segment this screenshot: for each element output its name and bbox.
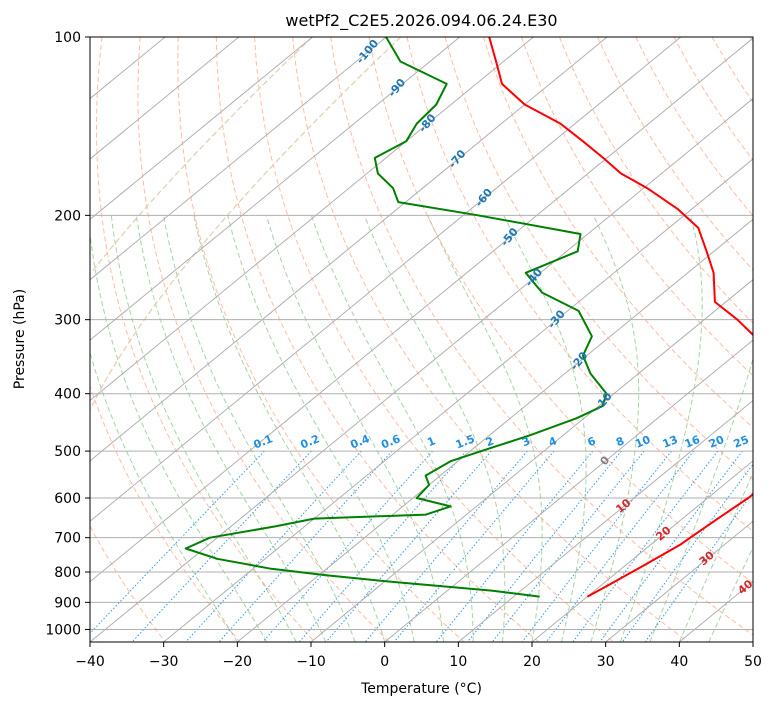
- skewed-isotherm-line: [90, 37, 313, 220]
- y-tick-label: 600: [54, 491, 81, 507]
- plot-frame: [89, 36, 754, 643]
- mixing-ratio-line: [436, 450, 594, 642]
- mixing-ratio-label: 1: [425, 434, 437, 449]
- dry-adiabat-line: [406, 37, 753, 532]
- mixing-ratio-line: [521, 450, 672, 642]
- skewed-isotherm-line: [384, 339, 753, 642]
- skewed-isotherm-line: [90, 37, 608, 462]
- dry-adiabat-line: [215, 37, 540, 642]
- x-tick-label: −30: [149, 654, 179, 670]
- skewed-isotherm-line: [90, 37, 753, 583]
- dry-adiabat-line: [444, 37, 753, 481]
- moist-adiabat-line: [427, 215, 543, 642]
- mixing-ratio-line: [325, 450, 492, 642]
- moist-adiabat-line: [619, 215, 703, 642]
- mixing-ratio-line: [262, 450, 434, 642]
- reference-arc-line: [90, 37, 402, 412]
- temperature-profile-line: [488, 37, 753, 598]
- x-tick-label: −40: [75, 654, 105, 670]
- mixing-ratio-line: [621, 463, 753, 642]
- dry-adiabat-line: [520, 37, 753, 377]
- moist-adiabat-line: [678, 471, 753, 642]
- x-axis-ticks: −40 −30 −20 −10 0 10 20 30 40 50: [75, 642, 762, 670]
- y-axis-label: Pressure (hPa): [12, 289, 28, 389]
- mixing-ratio-line: [185, 450, 362, 642]
- y-tick-label: 100: [54, 30, 81, 46]
- y-tick-label: 400: [54, 387, 81, 403]
- skewed-isotherms: [90, 37, 753, 642]
- skewed-isotherm-line: [90, 37, 534, 402]
- moist-adiabat-line: [90, 230, 268, 642]
- mixing-ratio-label: 13: [661, 433, 680, 451]
- y-tick-label: 500: [54, 444, 81, 460]
- x-tick-label: 20: [523, 654, 541, 670]
- moist-adiabat-line: [265, 215, 445, 642]
- skewed-isotherm-line: [310, 279, 753, 642]
- skewed-isotherm-line: [163, 158, 753, 642]
- pressure-gridlines: [90, 37, 753, 630]
- mixing-ratio-label: 25: [732, 433, 751, 451]
- x-tick-label: 30: [597, 654, 615, 670]
- dry-adiabat-line: [137, 37, 390, 642]
- skewed-isotherm-line: [90, 97, 753, 642]
- mixing-ratio-line: [572, 450, 719, 642]
- dry-adiabat-line: [254, 37, 614, 642]
- moist-adiabat-line: [708, 546, 753, 642]
- mixing-ratio-label: 20: [707, 433, 726, 451]
- x-tick-label: −10: [296, 654, 326, 670]
- plot-area: 0.10.20.40.611.52346810131620253036-100-…: [90, 37, 753, 642]
- mixing-ratio-label: 8: [614, 434, 626, 449]
- mixing-ratio-label: 10: [633, 433, 652, 451]
- moist-adiabat-line: [135, 215, 327, 642]
- moist-adiabat-line: [193, 215, 386, 642]
- y-axis-ticks: 1000 900 800 700 600 500 400 300 200 100: [45, 30, 90, 638]
- moist-adiabat-line: [163, 215, 356, 642]
- skewed-isotherm-line: [90, 37, 240, 160]
- mixing-ratio-label: 3: [520, 434, 532, 449]
- mixing-ratio-line: [90, 450, 265, 635]
- skewed-isotherm-line: [90, 37, 461, 341]
- skewed-isotherm-line: [90, 37, 387, 281]
- y-tick-label: 800: [54, 565, 81, 581]
- mixing-ratio-label: 16: [683, 433, 702, 451]
- skewed-isotherm-line: [90, 37, 682, 522]
- reference-arcs: [90, 37, 402, 412]
- dry-adiabat-line: [292, 37, 689, 642]
- y-tick-label: 300: [54, 313, 81, 329]
- x-tick-label: 40: [670, 654, 688, 670]
- moist-adiabat-line: [649, 357, 753, 642]
- skewed-isotherm-line: [605, 520, 753, 642]
- x-tick-label: −20: [223, 654, 253, 670]
- mixing-ratio-line: [364, 450, 528, 642]
- x-axis-label: Temperature (°C): [360, 681, 482, 697]
- y-tick-label: 700: [54, 531, 81, 547]
- x-tick-label: 50: [744, 654, 762, 670]
- x-tick-label: 0: [380, 654, 389, 670]
- moist-adiabat-line: [227, 215, 415, 642]
- skewed-isotherm-line: [237, 218, 753, 642]
- moist-adiabat-line: [110, 215, 297, 642]
- dewpoint-profile-line: [184, 37, 608, 598]
- skewed-isotherm-line: [458, 399, 753, 642]
- y-tick-label: 200: [54, 208, 81, 224]
- mixing-ratio-line: [599, 450, 743, 642]
- moist-adiabat-line: [90, 351, 238, 642]
- mixing-ratio-label: 2: [484, 434, 496, 449]
- dry-adiabat-line: [95, 37, 316, 642]
- y-tick-label: 1000: [45, 622, 81, 638]
- profile-series: [184, 37, 753, 598]
- x-tick-label: 10: [449, 654, 467, 670]
- dry-adiabat-line: [177, 37, 465, 642]
- skewed-isotherm-line: [531, 460, 753, 642]
- chart-title: wetPf2_C2E5.2026.094.06.24.E30: [285, 11, 557, 31]
- y-tick-label: 900: [54, 595, 81, 611]
